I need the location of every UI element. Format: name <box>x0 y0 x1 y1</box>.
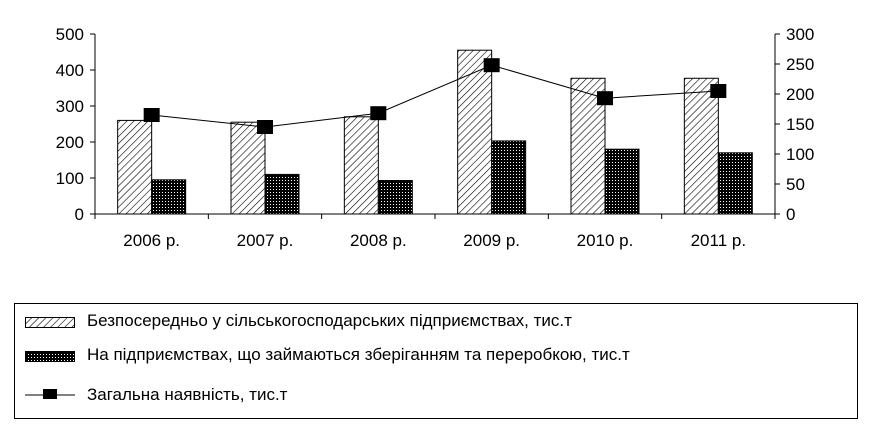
bar-direct <box>683 77 719 215</box>
left-tick-label: 200 <box>56 133 84 152</box>
bar-processing <box>377 180 413 215</box>
bars <box>117 49 753 215</box>
bar-direct <box>117 119 153 215</box>
x-tick-label: 2008 р. <box>350 231 407 250</box>
bar-direct <box>457 49 493 215</box>
legend-label-processing: На підприємствах, що займаються зберіган… <box>87 345 630 364</box>
total-marker <box>597 91 613 106</box>
left-tick-label: 300 <box>56 97 84 116</box>
legend-item-direct: Безпосередньо у сільськогосподарських пі… <box>15 310 857 334</box>
right-tick-label: 50 <box>786 175 805 194</box>
bar-direct <box>343 116 379 215</box>
total-marker <box>370 106 387 121</box>
right-tick-label: 200 <box>786 85 814 104</box>
right-tick-label: 0 <box>786 205 795 224</box>
line-layer <box>143 58 727 134</box>
axes: 0 100 200 300 400 500 0 50 100 150 200 250 300 <box>56 25 815 224</box>
total-line <box>151 64 719 128</box>
legend-item-processing: На підприємствах, що займаються зберіган… <box>15 344 857 368</box>
legend-item-total: Загальна наявність, тис.т <box>15 384 857 408</box>
combo-chart: 0 100 200 300 400 500 0 50 100 150 200 250 300 2006 … <box>56 25 815 250</box>
bar-processing <box>604 148 640 215</box>
legend: Безпосередньо у сільськогосподарських пі… <box>14 303 858 419</box>
hatch-swatch-icon <box>25 317 75 328</box>
x-tick-label: 2011 р. <box>691 231 746 250</box>
bar-processing <box>491 140 527 215</box>
legend-label-direct: Безпосередньо у сільськогосподарських пі… <box>87 311 572 330</box>
x-tick-label: 2006 р. <box>123 231 180 250</box>
x-tick-labels: 2006 р. 2007 р. 2008 р. 2009 р. 2010 р. 2011 … <box>123 231 746 250</box>
total-marker <box>143 108 160 122</box>
right-tick-label: 300 <box>786 25 814 44</box>
left-tick-label: 500 <box>56 25 84 44</box>
x-tick-label: 2010 р. <box>577 231 634 250</box>
x-tick-label: 2007 р. <box>237 231 294 250</box>
bar-direct <box>570 77 606 215</box>
left-tick-label: 0 <box>75 205 84 224</box>
bar-direct <box>230 121 266 215</box>
dots-swatch-icon <box>25 351 75 362</box>
left-tick-label: 100 <box>56 169 84 188</box>
legend-label-total: Загальна наявність, тис.т <box>87 385 288 404</box>
right-tick-label: 150 <box>786 115 814 134</box>
x-tick-label: 2009 р. <box>463 231 520 250</box>
right-tick-label: 100 <box>786 145 814 164</box>
left-tick-label: 400 <box>56 61 84 80</box>
right-tick-label: 250 <box>786 55 814 74</box>
total-marker <box>710 84 727 98</box>
total-marker <box>483 58 500 73</box>
bar-processing <box>717 152 753 215</box>
bar-processing <box>264 173 300 215</box>
line-marker-swatch-icon <box>25 389 75 399</box>
bar-processing <box>151 179 187 215</box>
total-marker <box>257 120 273 134</box>
